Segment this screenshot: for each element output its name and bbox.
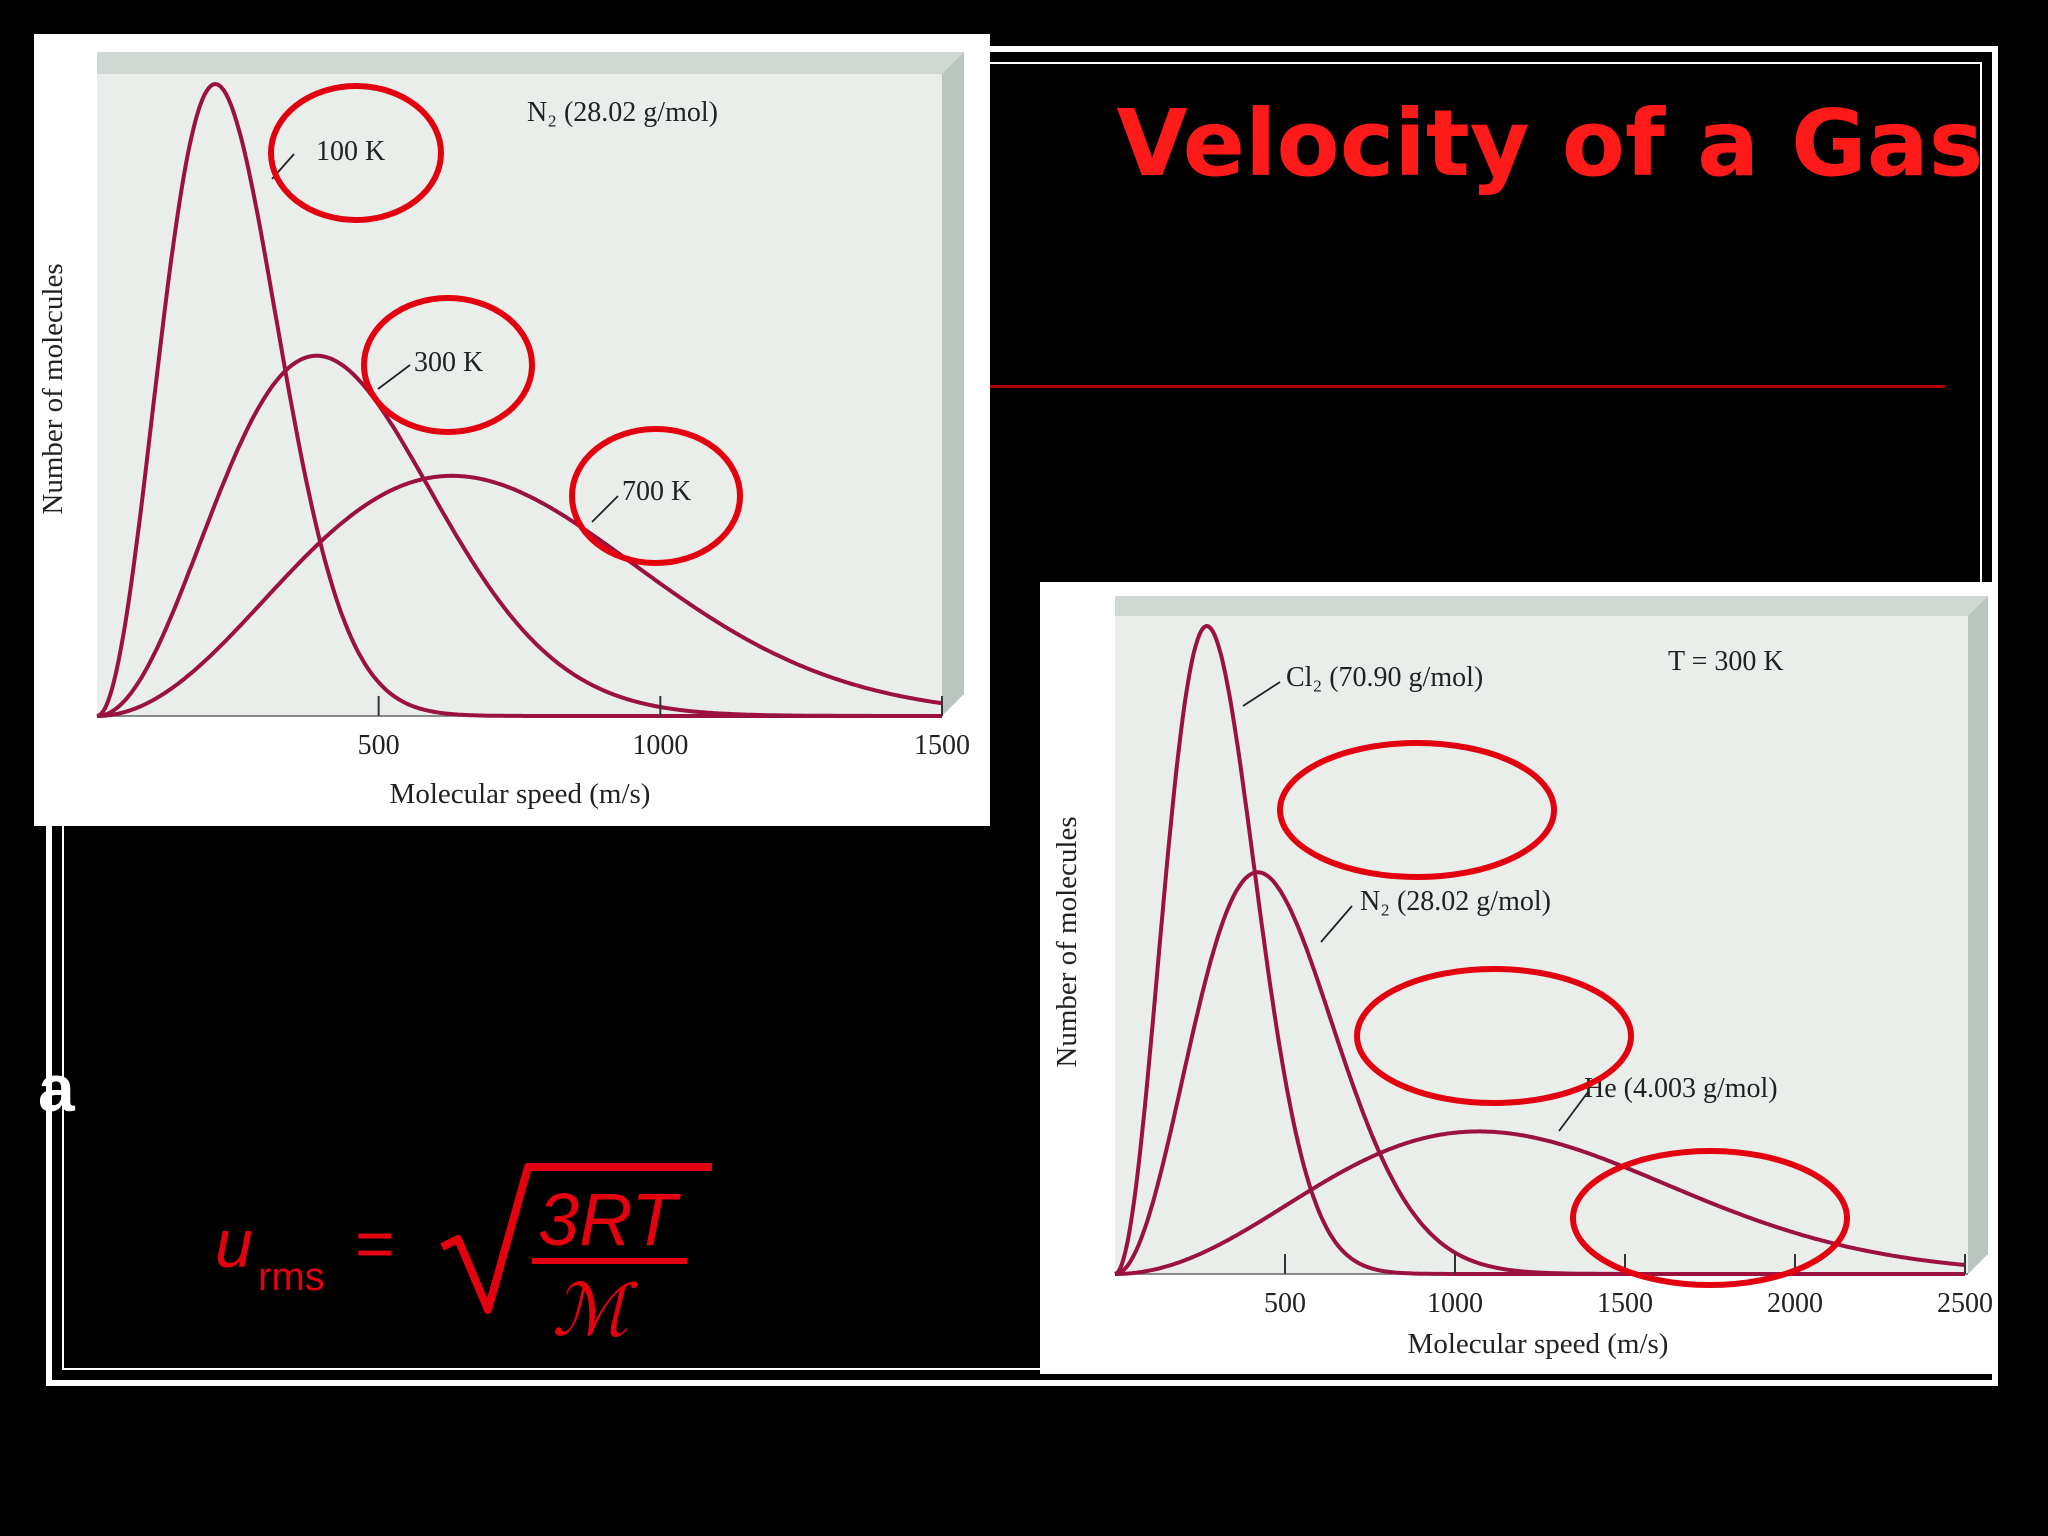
formula-subscript: rms	[258, 1255, 325, 1299]
partial-text: a	[38, 1051, 75, 1125]
series-label: He (4.003 g/mol)	[1584, 1073, 1778, 1104]
y-axis-title: Number of molecules	[1051, 816, 1083, 1067]
series-label: Cl₂ (70.90 g/mol)	[1286, 662, 1483, 693]
plot-area	[1115, 616, 1968, 1274]
fraction-bar	[532, 1258, 687, 1264]
x-tick-label: 1000	[1427, 1288, 1483, 1319]
x-axis-title: Molecular speed (m/s)	[390, 778, 651, 810]
label-leader	[1242, 681, 1281, 707]
formula-numerator: 3RT	[538, 1178, 681, 1261]
x-tick-label: 500	[358, 730, 400, 761]
highlight-circle	[1570, 1148, 1850, 1288]
highlight-circle	[361, 295, 535, 435]
chart-molar-mass-svg: 500 1000 1500 2000 2500 T = 300 K Molecular …	[1040, 582, 1996, 1374]
chart-molar-mass: 500 1000 1500 2000 2500 T = 300 K Molecular …	[1040, 582, 1996, 1374]
x-tick-label: 1500	[1597, 1288, 1653, 1319]
panel-top-bevel	[97, 52, 964, 74]
chart-temperature-svg: 500 1000 1500 N₂ (28.02 g/mol) Molecular s…	[34, 34, 990, 826]
highlight-circle	[1277, 740, 1557, 880]
label-leader	[1558, 1091, 1589, 1132]
series-curve	[1114, 870, 1965, 1276]
panel-side-bevel	[1968, 596, 1988, 1274]
series-curve	[97, 473, 943, 718]
rms-speed-formula: u rms = 3RT ℳ	[215, 1163, 712, 1352]
chart-annotation: T = 300 K	[1668, 646, 1784, 677]
highlight-circle	[268, 83, 444, 223]
highlight-circle	[1354, 966, 1634, 1106]
formula-u: u	[215, 1206, 253, 1282]
x-axis-title: Molecular speed (m/s)	[1408, 1328, 1669, 1360]
plot-area	[97, 74, 942, 716]
slide-title: Velocity of a Gas	[1116, 90, 1984, 197]
series-label: 300 K	[414, 347, 483, 378]
radical-sign	[440, 1163, 712, 1314]
series-label: 100 K	[316, 136, 385, 167]
formula-equals: =	[355, 1206, 395, 1282]
series-curve	[96, 353, 942, 718]
title-underline	[985, 385, 1945, 388]
x-tick-label: 1000	[632, 730, 688, 761]
x-tick-label: 1500	[914, 730, 970, 761]
label-leader	[377, 364, 411, 390]
x-tick-label: 500	[1264, 1288, 1306, 1319]
label-leader	[1320, 905, 1353, 943]
y-axis-title: Number of molecules	[37, 263, 69, 514]
formula-denominator: ℳ	[552, 1268, 638, 1352]
series-label: 700 K	[622, 476, 691, 507]
x-tick-label: 2000	[1767, 1288, 1823, 1319]
label-leader	[591, 495, 619, 523]
chart-annotation: N₂ (28.02 g/mol)	[527, 97, 718, 128]
highlight-circle	[569, 426, 743, 566]
panel-side-bevel	[942, 52, 964, 716]
series-curve	[1115, 1129, 1966, 1276]
series-label: N₂ (28.02 g/mol)	[1360, 886, 1551, 917]
x-tick-label: 2500	[1937, 1288, 1993, 1319]
panel-top-bevel	[1115, 596, 1988, 616]
chart-temperature: 500 1000 1500 N₂ (28.02 g/mol) Molecular s…	[34, 34, 990, 826]
